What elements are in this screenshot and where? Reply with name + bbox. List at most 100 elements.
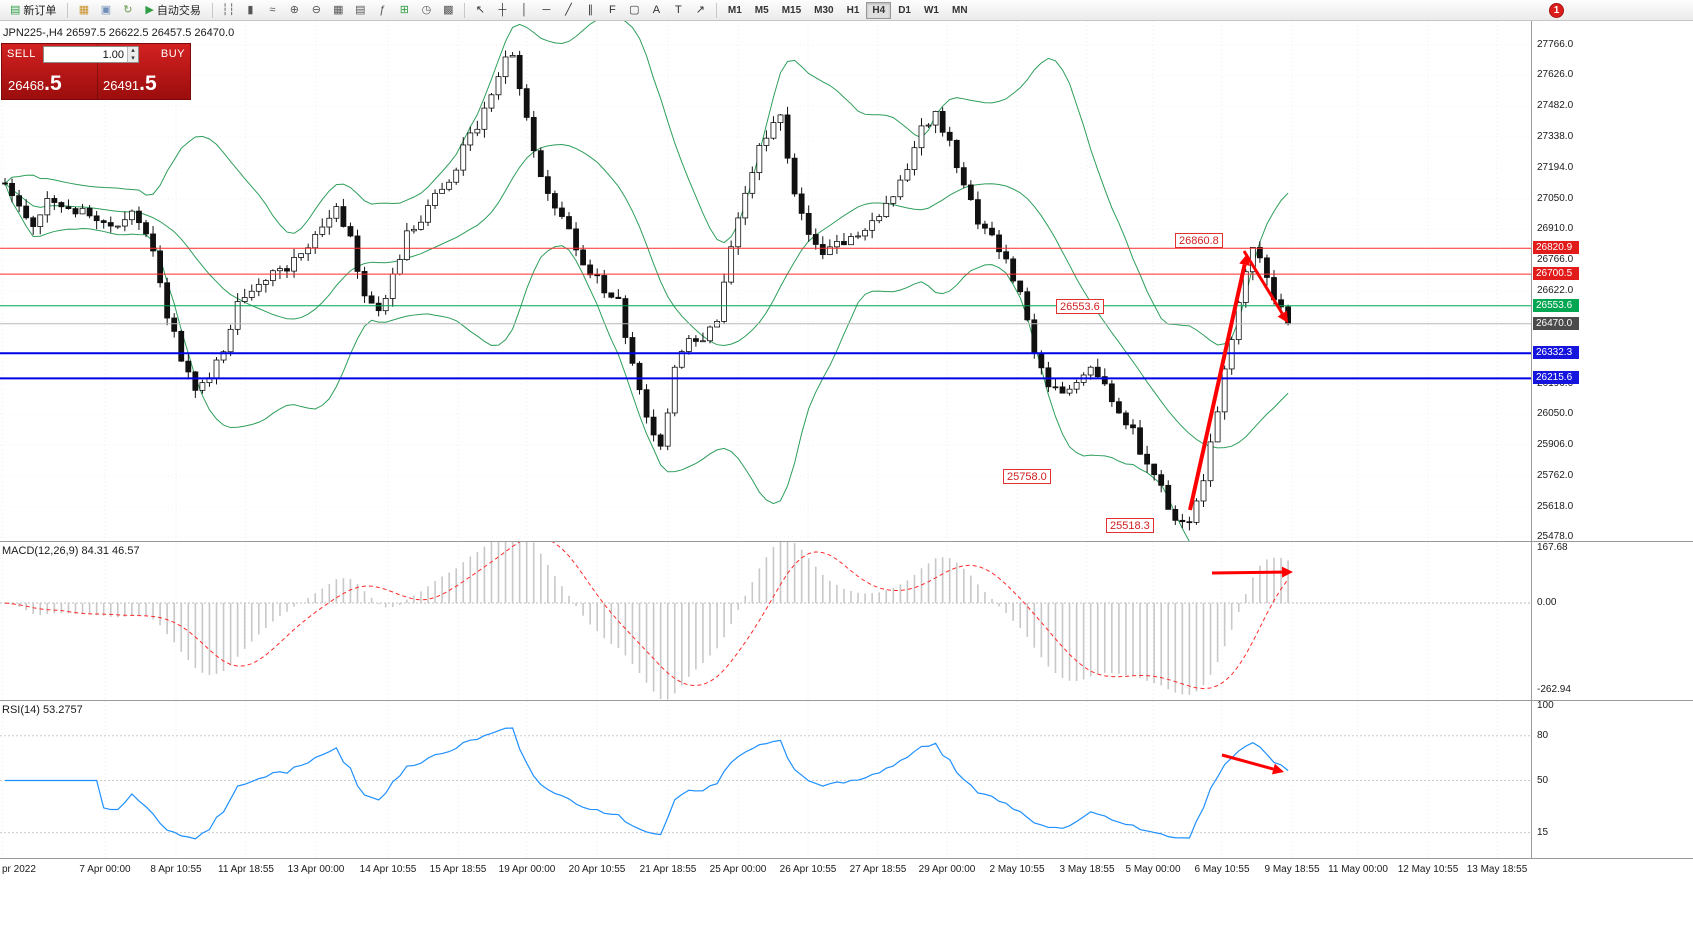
candlestick-chart-button[interactable]: ▮: [240, 1, 261, 19]
time-axis-label: 20 Apr 10:55: [568, 864, 626, 875]
price-axis-label: 27482.0: [1537, 100, 1574, 112]
tile-windows-button[interactable]: ▦: [328, 1, 349, 19]
new-chart-icon: ▦: [78, 3, 90, 16]
buy-button[interactable]: BUY: [160, 48, 185, 60]
cursor-button[interactable]: ↖: [470, 1, 491, 19]
grid: [1, 701, 1498, 858]
grid: [0, 21, 1531, 541]
trend-arrow[interactable]: [1188, 254, 1250, 511]
add-indicator-button[interactable]: ⊞: [394, 1, 415, 19]
horizontal-line-button[interactable]: ─: [536, 1, 557, 19]
timeframe-d1-button[interactable]: D1: [892, 2, 917, 19]
price-label[interactable]: 25518.3: [1106, 518, 1154, 533]
arrows-icon: ↗: [695, 3, 705, 16]
rsi-axis: 100 80 50 15: [1532, 700, 1693, 858]
zoom-out-button[interactable]: ⊖: [306, 1, 327, 19]
channel-icon: ∥: [587, 3, 594, 16]
price-axis-label: 25618.0: [1537, 500, 1574, 512]
macd-canvas[interactable]: [0, 542, 1532, 700]
timeframe-w1-button[interactable]: W1: [918, 2, 945, 19]
time-axis-label: 19 Apr 00:00: [498, 864, 556, 875]
cascade-windows-button[interactable]: ▤: [350, 1, 371, 19]
price-axis-label: 27766.0: [1537, 39, 1574, 50]
line-chart-button[interactable]: ≈: [262, 1, 283, 19]
sell-button[interactable]: SELL: [7, 48, 36, 60]
macd-header: MACD(12,26,9) 84.31 46.57: [2, 545, 140, 557]
price-axis-label: 26050.0: [1537, 408, 1574, 419]
rsi-canvas[interactable]: [0, 701, 1532, 858]
fibonacci-button[interactable]: F: [602, 1, 623, 19]
autotrading-label: 自动交易: [156, 5, 201, 17]
shapes-button[interactable]: ▢: [624, 1, 645, 19]
text-label-button[interactable]: T: [668, 1, 689, 19]
price-axis-label: 26910.0: [1537, 223, 1574, 235]
new-chart-button[interactable]: ▦: [73, 1, 94, 19]
rsi-line: [5, 727, 1289, 840]
trendline-icon: ╱: [565, 3, 572, 16]
trend-arrow[interactable]: [1221, 753, 1284, 775]
profiles-button[interactable]: ▣: [95, 1, 116, 19]
price-axis-badge[interactable]: 26820.9: [1533, 241, 1579, 255]
price-axis-badge[interactable]: 26470.0: [1533, 316, 1579, 330]
new-order-button[interactable]: ▤ 新订单: [4, 1, 62, 19]
timeframe-mn-button[interactable]: MN: [946, 2, 974, 19]
timeframe-m15-button[interactable]: M15: [776, 2, 807, 19]
volume-down-button[interactable]: ▾: [128, 54, 138, 62]
trendline-button[interactable]: ╱: [558, 1, 579, 19]
toolbar-file-group: ▦ ▣ ↻: [73, 1, 138, 19]
timeframe-m5-button[interactable]: M5: [749, 2, 775, 19]
text-button[interactable]: A: [646, 1, 667, 19]
price-axis-badge[interactable]: 26553.6: [1533, 298, 1579, 312]
grid: [1, 542, 1498, 700]
volume-input[interactable]: 1.00 ▴ ▾: [43, 46, 139, 63]
candlestick-chart-icon: ▮: [247, 3, 254, 16]
buy-price-frac: .5: [139, 72, 157, 95]
arrows-button[interactable]: ↗: [690, 1, 711, 19]
macd-axis: 167.68 0.00 -262.94: [1532, 541, 1693, 700]
crosshair-button[interactable]: ┼: [492, 1, 513, 19]
macd-histogram: [4, 542, 1289, 700]
bar-chart-button[interactable]: ┆┆: [218, 1, 239, 19]
timeframe-h4-button[interactable]: H4: [866, 1, 892, 19]
price-axis-label: 26622.0: [1537, 285, 1574, 296]
trend-arrow[interactable]: [1242, 250, 1288, 323]
autotrading-button[interactable]: ▶ 自动交易: [139, 1, 206, 19]
price-label[interactable]: 26553.6: [1056, 299, 1104, 314]
timeframe-m30-button[interactable]: M30: [808, 2, 839, 19]
time-axis-label: 11 Apr 18:55: [218, 864, 274, 875]
sell-price[interactable]: 26468.5: [8, 72, 62, 96]
indicators-button[interactable]: ƒ: [372, 1, 393, 19]
time-axis-label: 13 Apr 00:00: [287, 864, 345, 875]
price-label[interactable]: 25758.0: [1003, 469, 1051, 484]
period-button[interactable]: ◷: [416, 1, 437, 19]
time-axis-label: 27 Apr 18:55: [849, 864, 907, 875]
timeframe-m1-button[interactable]: M1: [722, 2, 748, 19]
notification-badge[interactable]: 1: [1549, 3, 1564, 18]
timeframe-h1-button[interactable]: H1: [841, 2, 866, 19]
buy-price[interactable]: 26491.5: [103, 72, 157, 96]
time-axis-label: 5 May 00:00: [1125, 864, 1181, 875]
refresh-button[interactable]: ↻: [117, 1, 138, 19]
channel-button[interactable]: ∥: [580, 1, 601, 19]
zoom-in-button[interactable]: ⊕: [284, 1, 305, 19]
time-axis-label: 12 May 10:55: [1397, 864, 1459, 875]
time-axis-label: 25 Apr 00:00: [709, 864, 767, 875]
template-button[interactable]: ▩: [438, 1, 459, 19]
price-axis-label: 27194.0: [1537, 162, 1574, 173]
volume-up-button[interactable]: ▴: [128, 47, 138, 55]
trend-arrow[interactable]: [1211, 566, 1293, 578]
price-axis-badge[interactable]: 26215.6: [1533, 371, 1579, 385]
macd-axis-label: -262.94: [1537, 683, 1571, 695]
chart-window: JPN225-,H4 26597.5 26622.5 26457.5 26470…: [0, 21, 1693, 941]
time-axis-label: 8 Apr 10:55: [150, 864, 202, 875]
toolbar-objects-group: ↖ ┼ │ ─ ╱ ∥ F ▢ A T ↗: [470, 1, 711, 19]
rsi-panel: RSI(14) 53.2757: [0, 700, 1532, 858]
vertical-line-button[interactable]: │: [514, 1, 535, 19]
candlestick-chart-canvas[interactable]: [0, 21, 1532, 541]
time-axis-label: 26 Apr 10:55: [779, 864, 837, 875]
vertical-line-icon: │: [520, 3, 528, 16]
price-label[interactable]: 26860.8: [1175, 233, 1223, 248]
price-axis-badge[interactable]: 26700.5: [1533, 267, 1579, 281]
price-axis-badge[interactable]: 26332.3: [1533, 346, 1579, 360]
